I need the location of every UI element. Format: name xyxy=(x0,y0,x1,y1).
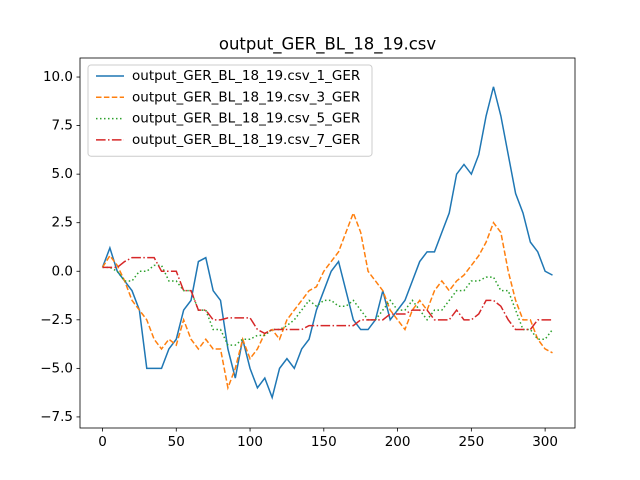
x-tick-label: 100 xyxy=(237,434,263,450)
data-line xyxy=(101,86,553,401)
y-tick-label: −7.5 xyxy=(40,409,73,425)
x-tick-label: 200 xyxy=(385,434,411,450)
y-tick-label: −5.0 xyxy=(40,360,73,376)
y-tick-label: 10.0 xyxy=(43,69,73,85)
chart-title: output_GER_BL_18_19.csv xyxy=(219,35,437,55)
y-tick-label: −2.5 xyxy=(40,312,73,328)
data-line xyxy=(101,210,553,391)
legend-label: output_GER_BL_18_19.csv_7_GER xyxy=(132,132,360,148)
x-tick-label: 0 xyxy=(98,434,107,450)
x-tick-label: 150 xyxy=(311,434,337,450)
y-tick-label: 7.5 xyxy=(52,118,73,134)
data-line xyxy=(102,256,553,335)
data-line xyxy=(102,264,554,346)
x-tick-label: 250 xyxy=(458,434,484,450)
plot-frame xyxy=(79,57,576,429)
y-tick-label: 5.0 xyxy=(52,166,73,182)
x-tick-label: 300 xyxy=(532,434,558,450)
y-tick-label: 0.0 xyxy=(52,263,73,279)
legend-label: output_GER_BL_18_19.csv_1_GER xyxy=(132,68,360,84)
y-tick-label: 2.5 xyxy=(52,215,73,231)
legend-label: output_GER_BL_18_19.csv_3_GER xyxy=(132,89,360,105)
legend-label: output_GER_BL_18_19.csv_5_GER xyxy=(132,111,360,127)
legend-box xyxy=(87,64,373,157)
x-tick-label: 50 xyxy=(168,434,185,450)
